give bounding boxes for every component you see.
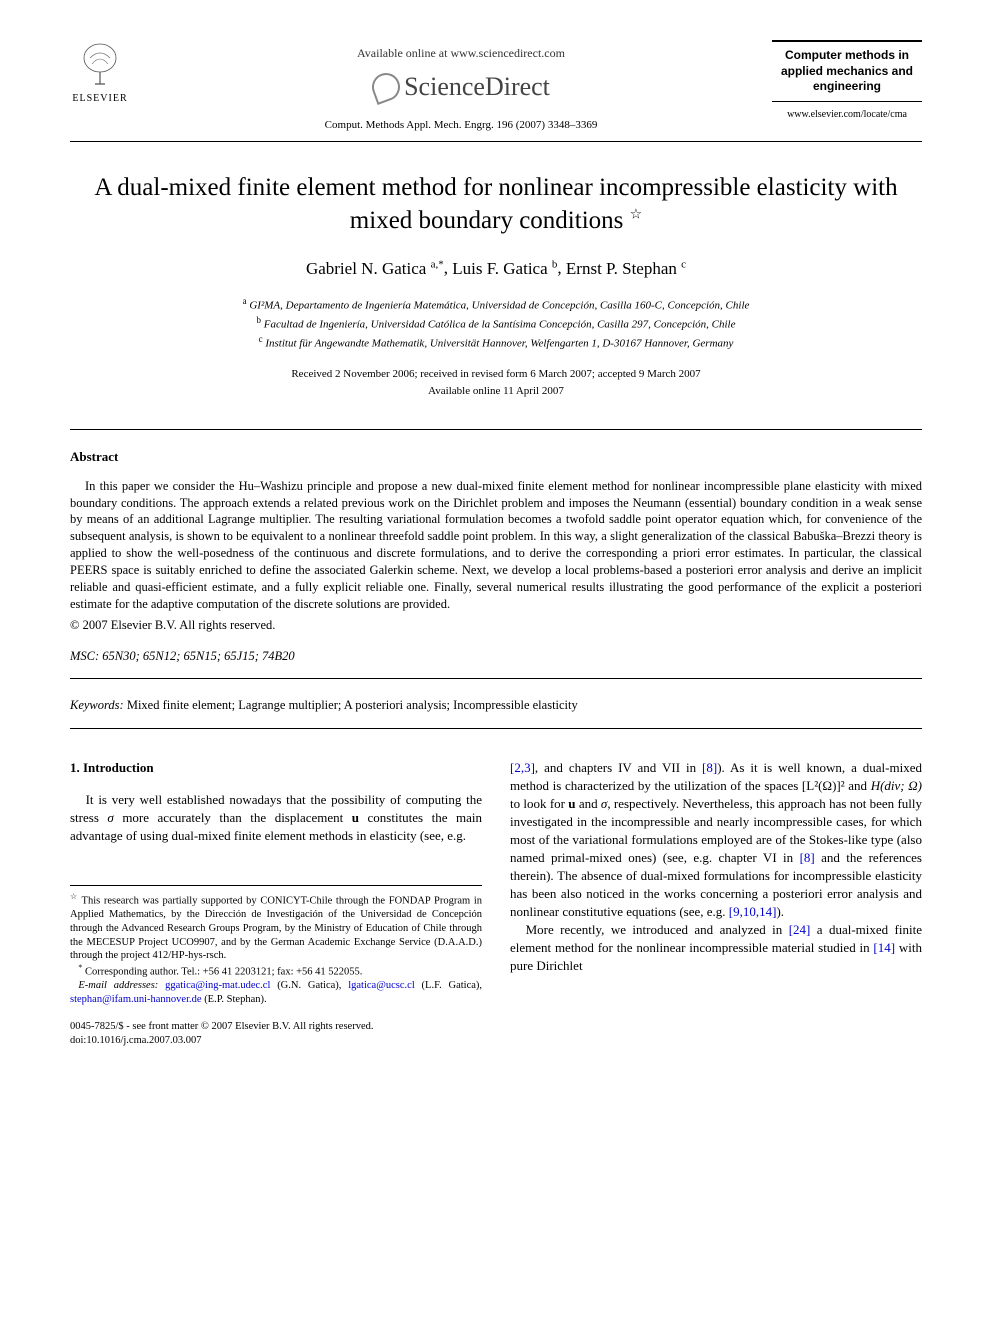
affiliation: c Institut für Angewandte Mathematik, Un… (70, 333, 922, 352)
footnotes-block: ☆ This research was partially supported … (70, 885, 482, 1006)
abstract-body: In this paper we consider the Hu–Washizu… (70, 478, 922, 634)
header-center: Available online at www.sciencedirect.co… (150, 40, 772, 133)
affiliation: a GI²MA, Departamento de Ingeniería Mate… (70, 295, 922, 314)
publisher-name: ELSEVIER (72, 92, 127, 106)
affiliation: b Facultad de Ingeniería, Universidad Ca… (70, 314, 922, 333)
body-paragraph: More recently, we introduced and analyze… (510, 921, 922, 975)
sciencedirect-swoosh-icon (368, 69, 404, 105)
citation-link[interactable]: [9,10,14] (729, 904, 777, 919)
citation-link[interactable]: [24] (789, 922, 811, 937)
sciencedirect-logo: ScienceDirect (372, 69, 550, 104)
left-column: 1. Introduction It is very well establis… (70, 759, 482, 1006)
publisher-logo-block: ELSEVIER (70, 40, 150, 110)
body-columns: 1. Introduction It is very well establis… (70, 759, 922, 1006)
journal-url: www.elsevier.com/locate/cma (772, 108, 922, 122)
front-matter-line: 0045-7825/$ - see front matter © 2007 El… (70, 1020, 922, 1034)
divider (70, 429, 922, 430)
sciencedirect-text: ScienceDirect (404, 69, 550, 104)
copyright-line: © 2007 Elsevier B.V. All rights reserved… (70, 617, 922, 634)
funding-footnote: ☆ This research was partially supported … (70, 892, 482, 963)
author: Ernst P. Stephan c (566, 259, 686, 278)
online-date: Available online 11 April 2007 (70, 383, 922, 400)
title-footnote-marker: ☆ (630, 207, 643, 222)
right-column: [2,3], and chapters IV and VII in [8]). … (510, 759, 922, 1006)
divider (70, 728, 922, 729)
email-link[interactable]: lgatica@ucsc.cl (348, 980, 415, 991)
citation-link[interactable]: [8] (800, 850, 815, 865)
elsevier-tree-icon (75, 40, 125, 90)
received-date: Received 2 November 2006; received in re… (70, 366, 922, 383)
article-title: A dual-mixed finite element method for n… (90, 172, 902, 237)
citation-link[interactable]: [14] (873, 940, 895, 955)
elsevier-logo: ELSEVIER (70, 40, 130, 110)
author-list: Gabriel N. Gatica a,*, Luis F. Gatica b,… (70, 257, 922, 281)
page-footer: 0045-7825/$ - see front matter © 2007 El… (70, 1020, 922, 1048)
body-paragraph: [2,3], and chapters IV and VII in [8]). … (510, 759, 922, 920)
keywords-label: Keywords: (70, 698, 124, 712)
body-paragraph: It is very well established nowadays tha… (70, 791, 482, 845)
author: Gabriel N. Gatica a,* (306, 259, 444, 278)
author: Luis F. Gatica b (452, 259, 557, 278)
corresponding-footnote: * Corresponding author. Tel.: +56 41 220… (70, 963, 482, 979)
keywords-text: Mixed finite element; Lagrange multiplie… (127, 698, 578, 712)
journal-name: Computer methods in applied mechanics an… (772, 40, 922, 102)
email-footnote: E-mail addresses: ggatica@ing-mat.udec.c… (70, 979, 482, 1006)
msc-codes: 65N30; 65N12; 65N15; 65J15; 74B20 (102, 649, 294, 663)
journal-box-block: Computer methods in applied mechanics an… (772, 40, 922, 121)
abstract-paragraph: In this paper we consider the Hu–Washizu… (70, 478, 922, 613)
abstract-heading: Abstract (70, 448, 922, 466)
affiliations: a GI²MA, Departamento de Ingeniería Mate… (70, 295, 922, 352)
article-dates: Received 2 November 2006; received in re… (70, 366, 922, 399)
citation-line: Comput. Methods Appl. Mech. Engrg. 196 (… (150, 118, 772, 133)
title-text: A dual-mixed finite element method for n… (94, 174, 897, 234)
msc-line: MSC: 65N30; 65N12; 65N15; 65J15; 74B20 (70, 648, 922, 665)
citation-link[interactable]: [2,3] (510, 760, 535, 775)
email-link[interactable]: ggatica@ing-mat.udec.cl (165, 980, 270, 991)
available-online-text: Available online at www.sciencedirect.co… (150, 45, 772, 61)
email-link[interactable]: stephan@ifam.uni-hannover.de (70, 994, 202, 1005)
divider (70, 678, 922, 679)
msc-label: MSC: (70, 649, 99, 663)
page-header: ELSEVIER Available online at www.science… (70, 40, 922, 142)
doi-line: doi:10.1016/j.cma.2007.03.007 (70, 1034, 922, 1048)
citation-link[interactable]: [8] (702, 760, 717, 775)
section-heading: 1. Introduction (70, 759, 482, 777)
keywords-line: Keywords: Mixed finite element; Lagrange… (70, 697, 922, 714)
